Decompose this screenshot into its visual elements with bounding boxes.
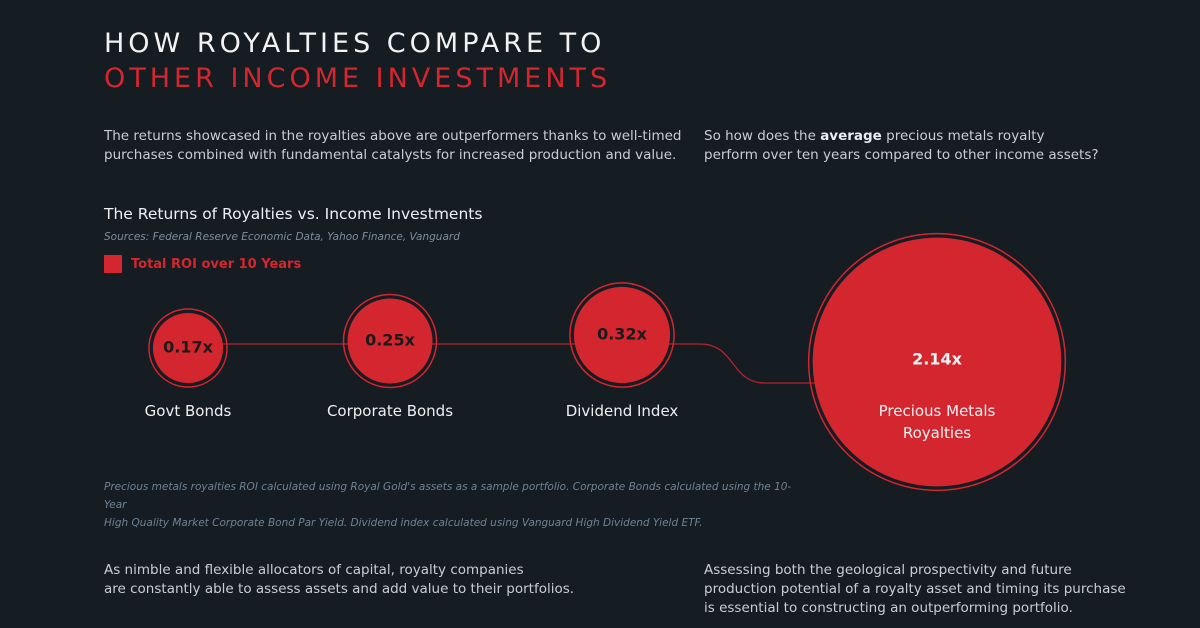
footnote: Precious metals royalties ROI calculated… bbox=[104, 478, 804, 532]
text: So how does the bbox=[704, 128, 816, 144]
emphasis: average bbox=[820, 128, 882, 144]
text-line: perform over ten years compared to other… bbox=[704, 147, 1099, 163]
text-line: Precious metals royalties ROI calculated… bbox=[104, 481, 792, 511]
bubble bbox=[573, 286, 671, 384]
question-paragraph: So how does the average precious metals … bbox=[704, 127, 1099, 165]
bubble bbox=[812, 237, 1062, 487]
bubble bbox=[152, 312, 224, 384]
text-line: is essential to constructing an outperfo… bbox=[704, 600, 1073, 616]
legend-label: Total ROI over 10 Years bbox=[131, 256, 302, 272]
category-label: Corporate Bonds bbox=[326, 402, 454, 420]
title-line: HOW ROYALTIES COMPARE TO bbox=[104, 28, 606, 59]
outro-paragraph: As nimble and flexible allocators of cap… bbox=[104, 561, 574, 599]
text-line: As nimble and flexible allocators of cap… bbox=[104, 562, 524, 578]
bubble bbox=[347, 298, 433, 384]
legend-swatch bbox=[104, 255, 122, 273]
chart-title: The Returns of Royalties vs. Income Inve… bbox=[104, 205, 483, 223]
text: precious metals royalty bbox=[886, 128, 1045, 144]
text-line: So how does the average precious metals … bbox=[704, 127, 1099, 146]
text-line: The returns showcased in the royalties a… bbox=[104, 128, 682, 144]
text-line: are constantly able to assess assets and… bbox=[104, 581, 575, 597]
bubble-ring bbox=[342, 293, 438, 389]
category-label: Precious Metals Royalties bbox=[878, 402, 996, 442]
legend: Total ROI over 10 Years bbox=[104, 255, 301, 273]
bubble-ring bbox=[569, 282, 675, 388]
title-line: OTHER INCOME INVESTMENTS bbox=[104, 63, 612, 94]
text-line: purchases combined with fundamental cata… bbox=[104, 147, 677, 163]
outro-paragraph: Assessing both the geological prospectiv… bbox=[704, 561, 1126, 618]
value-label: 0.17x bbox=[163, 338, 213, 357]
value-label: 2.14x bbox=[912, 350, 962, 369]
text-line: production potential of a royalty asset … bbox=[704, 581, 1126, 597]
bubble-ring bbox=[807, 232, 1067, 492]
bubble-ring bbox=[148, 308, 228, 388]
category-label: Dividend Index bbox=[565, 402, 679, 420]
connector bbox=[188, 343, 815, 384]
chart-source: Sources: Federal Reserve Economic Data, … bbox=[104, 231, 460, 243]
value-label: 0.32x bbox=[597, 325, 647, 344]
value-label: 0.25x bbox=[365, 331, 415, 350]
text-line: High Quality Market Corporate Bond Par Y… bbox=[104, 517, 703, 529]
intro-paragraph: The returns showcased in the royalties a… bbox=[104, 127, 682, 165]
text-line: Assessing both the geological prospectiv… bbox=[704, 562, 1072, 578]
category-label: Govt Bonds bbox=[144, 402, 232, 420]
